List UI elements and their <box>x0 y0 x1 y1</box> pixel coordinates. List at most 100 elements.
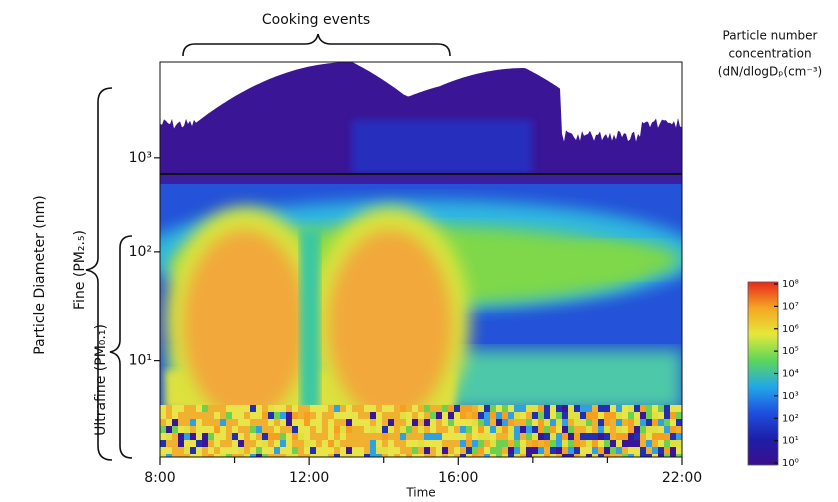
cell <box>448 447 454 454</box>
cell <box>256 412 262 419</box>
cell <box>670 405 676 412</box>
cell <box>568 426 574 433</box>
cell <box>604 454 610 457</box>
ultrafine-brace <box>109 235 133 459</box>
cell <box>598 426 604 433</box>
cell <box>334 447 340 454</box>
cell <box>544 405 550 412</box>
x-tick-label: 12:00 <box>289 470 329 486</box>
cell <box>178 447 184 454</box>
cell <box>262 433 268 440</box>
cell <box>232 426 238 433</box>
cell <box>484 405 490 412</box>
cell <box>658 426 664 433</box>
cell <box>652 419 658 426</box>
cell <box>214 412 220 419</box>
cell <box>532 426 538 433</box>
cell <box>460 412 466 419</box>
colorbar-tick-label: 10³ <box>782 391 799 402</box>
cell <box>172 405 178 412</box>
cell <box>418 454 424 457</box>
cell <box>598 419 604 426</box>
cell <box>166 405 172 412</box>
cell <box>388 433 394 440</box>
cell <box>370 419 376 426</box>
colorbar-tick-label: 10⁶ <box>782 324 799 335</box>
cell <box>208 433 214 440</box>
cooking-brace <box>182 33 451 57</box>
cell <box>196 412 202 419</box>
cell <box>286 405 292 412</box>
cell <box>214 405 220 412</box>
cell <box>604 447 610 454</box>
cell <box>304 447 310 454</box>
cell <box>646 440 652 447</box>
cell <box>394 412 400 419</box>
cell <box>340 440 346 447</box>
cell <box>220 447 226 454</box>
cell <box>544 419 550 426</box>
cell <box>364 440 370 447</box>
cell <box>268 440 274 447</box>
cell <box>484 412 490 419</box>
cell <box>214 440 220 447</box>
cell <box>514 412 520 419</box>
cell <box>370 405 376 412</box>
cell <box>430 447 436 454</box>
cell <box>202 454 208 457</box>
cell <box>472 447 478 454</box>
cell <box>280 454 286 457</box>
cell <box>592 412 598 419</box>
cell <box>556 440 562 447</box>
cell <box>304 433 310 440</box>
cell <box>460 405 466 412</box>
cell <box>652 440 658 447</box>
cell <box>646 412 652 419</box>
cell <box>394 405 400 412</box>
cell <box>538 405 544 412</box>
cell <box>292 405 298 412</box>
cell <box>508 447 514 454</box>
cell <box>496 426 502 433</box>
cell <box>514 454 520 457</box>
cell <box>454 433 460 440</box>
cell <box>196 440 202 447</box>
cell <box>304 412 310 419</box>
cell <box>442 447 448 454</box>
cell <box>478 440 484 447</box>
cell <box>352 419 358 426</box>
cell <box>292 433 298 440</box>
cell <box>382 433 388 440</box>
cell <box>220 454 226 457</box>
cell <box>616 426 622 433</box>
cell <box>514 405 520 412</box>
cell <box>568 412 574 419</box>
cell <box>280 433 286 440</box>
cell <box>652 454 658 457</box>
cell <box>334 419 340 426</box>
cell <box>190 447 196 454</box>
cell <box>340 426 346 433</box>
cell <box>340 405 346 412</box>
cell <box>526 405 532 412</box>
cell <box>532 440 538 447</box>
cell <box>604 426 610 433</box>
cell <box>160 447 166 454</box>
cell <box>436 412 442 419</box>
cell <box>184 447 190 454</box>
cell <box>514 426 520 433</box>
cell <box>658 433 664 440</box>
cell <box>184 412 190 419</box>
cell <box>610 440 616 447</box>
cell <box>550 447 556 454</box>
cell <box>670 440 676 447</box>
cell <box>616 440 622 447</box>
cell <box>316 405 322 412</box>
cell <box>646 454 652 457</box>
cell <box>472 433 478 440</box>
cell <box>286 419 292 426</box>
cell <box>358 447 364 454</box>
cell <box>268 405 274 412</box>
cell <box>220 433 226 440</box>
cell <box>346 405 352 412</box>
